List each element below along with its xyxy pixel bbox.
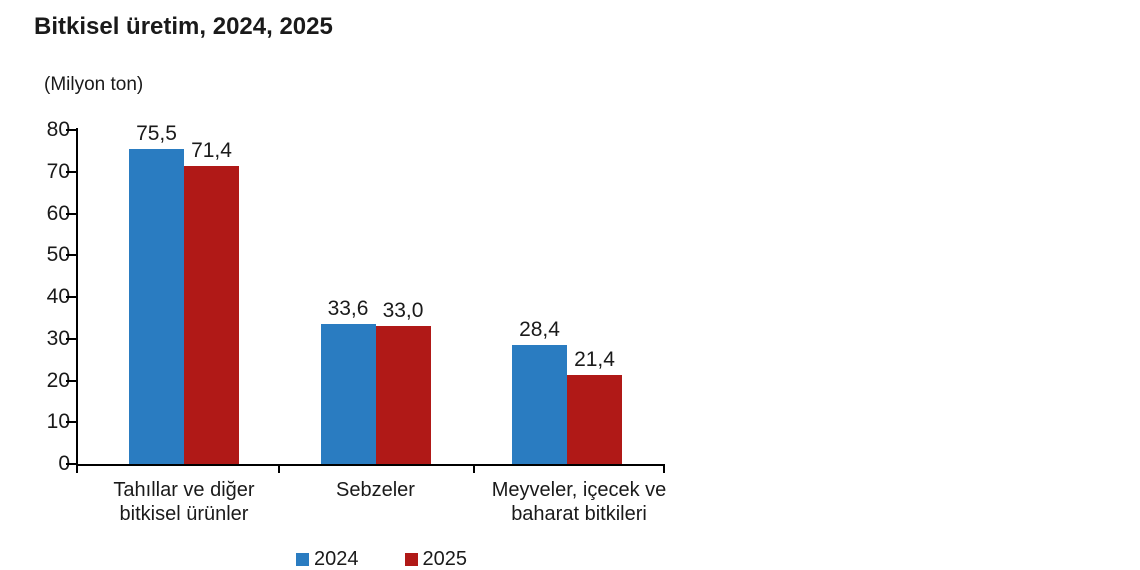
y-tick-label: 30 (46, 326, 70, 350)
bar-2024-category-2 (320, 324, 376, 464)
x-tick-mark (76, 464, 78, 473)
y-tick-mark (66, 170, 76, 173)
value-label-2025-category-2: 33,0 (382, 299, 424, 322)
y-tick-mark (66, 254, 76, 257)
legend-item-2025: 2025 (404, 548, 468, 570)
value-label-2025-category-1: 71,4 (191, 139, 232, 162)
y-tick-mark (66, 463, 76, 465)
x-tick-mark (663, 464, 665, 473)
legend-label-2024: 2024 (314, 548, 359, 570)
y-tick-label: 20 (46, 368, 70, 392)
x-category-label-3: Meyveler, içecek ve baharat bitkileri (491, 479, 667, 525)
y-axis-unit-label: (Milyon ton) (44, 74, 144, 95)
bar-2025-category-1 (184, 166, 239, 464)
y-tick-mark (66, 296, 76, 298)
x-axis-line (76, 464, 664, 466)
y-axis-line (76, 128, 78, 466)
y-tick-mark (66, 379, 76, 382)
y-tick-label: 10 (46, 410, 70, 434)
legend-item-2024: 2024 (296, 548, 359, 570)
y-tick-label: 0 (58, 452, 70, 475)
value-label-2025-category-3: 21,4 (574, 348, 615, 371)
bar-2025-category-2 (375, 326, 431, 464)
y-tick-mark (66, 212, 76, 215)
value-label-2024-category-2: 33,6 (327, 297, 369, 320)
y-tick-mark (66, 337, 76, 340)
chart-title: Bitkisel üretim, 2024, 2025 (34, 13, 333, 40)
x-tick-mark (473, 464, 475, 473)
x-category-label-1: Tahıllar ve diğer bitkisel ürünler (113, 479, 255, 525)
y-tick-mark (66, 421, 76, 424)
y-tick-label: 40 (46, 285, 70, 308)
x-category-label-2: Sebzeler (336, 479, 415, 501)
y-tick-label: 50 (46, 243, 70, 267)
legend-label-2025: 2025 (422, 548, 468, 570)
bar-2025-category-3 (567, 375, 622, 464)
legend-swatch-2024 (296, 553, 309, 566)
value-label-2024-category-1: 75,5 (136, 122, 177, 145)
y-tick-label: 60 (46, 201, 70, 225)
y-tick-mark (66, 129, 76, 131)
legend-swatch-2025 (404, 553, 418, 566)
legend: 2024 2025 (296, 548, 467, 570)
y-tick-label: 70 (46, 159, 70, 183)
bar-2024-category-3 (512, 345, 567, 464)
y-tick-label: 80 (46, 118, 70, 141)
x-tick-mark (278, 464, 280, 473)
value-label-2024-category-3: 28,4 (519, 318, 560, 341)
bar-2024-category-1 (129, 149, 184, 464)
